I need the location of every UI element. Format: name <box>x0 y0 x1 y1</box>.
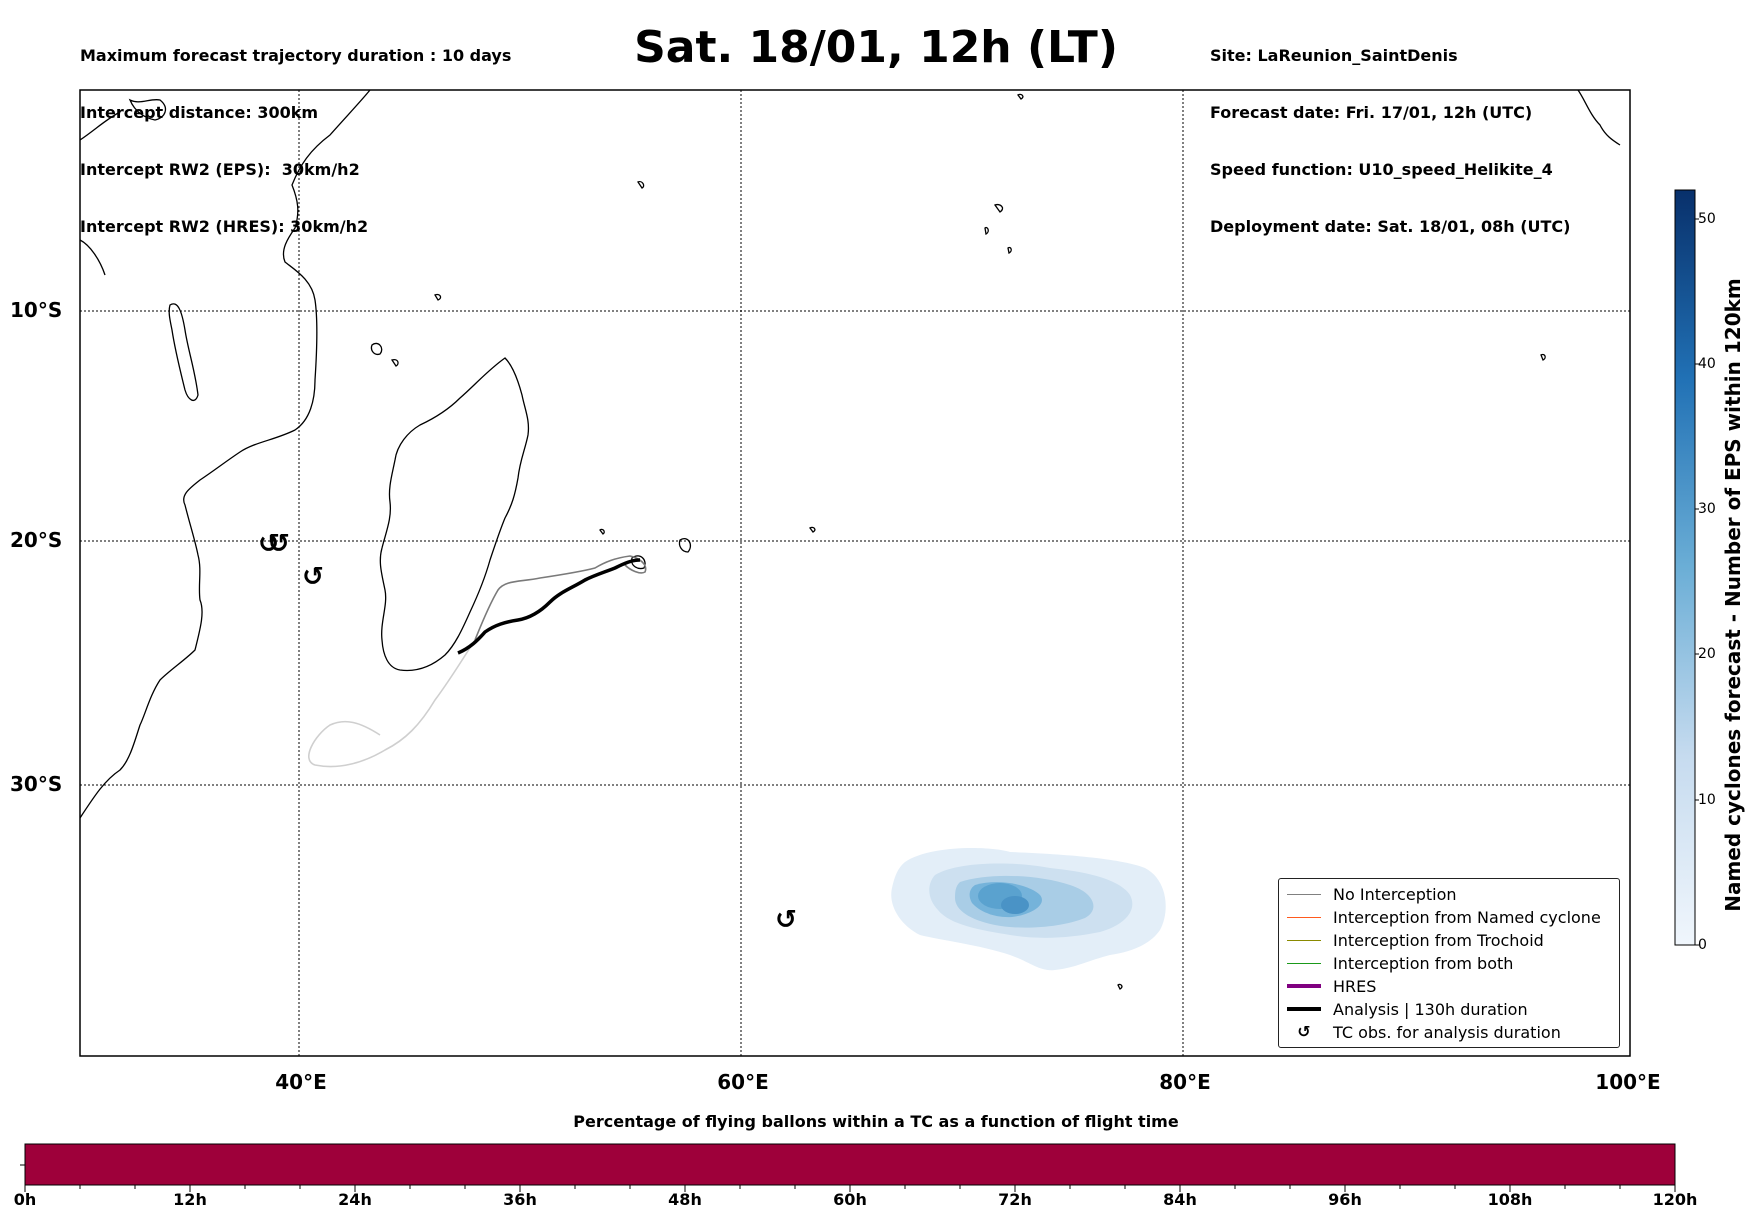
colorbar-horizontal-title: Percentage of flying ballons within a TC… <box>573 1112 1179 1131</box>
lon-label-40e: 40°E <box>275 1070 327 1094</box>
colorbar-horizontal-tick-label: 108h <box>1487 1190 1533 1209</box>
colorbar-horizontal-tick-label: 12h <box>173 1190 207 1209</box>
coastlines <box>80 90 1621 990</box>
colorbar-horizontal-tick-label: 84h <box>1163 1190 1197 1209</box>
colorbar-horizontal-tick-label: 0h <box>13 1190 37 1209</box>
info-intercept-distance: Intercept distance: 300km <box>80 103 319 122</box>
trajectories <box>308 555 647 768</box>
tc-obs-symbols: ↺ ↺ ↺ ↺ <box>258 529 797 935</box>
no-interception-trajectory <box>474 555 647 641</box>
colorbar-horizontal-tick-label: 96h <box>1328 1190 1362 1209</box>
info-deployment-date: Deployment date: Sat. 18/01, 08h (UTC) <box>1210 217 1571 236</box>
eps-density-field <box>891 848 1166 971</box>
colorbar-horizontal-ticks <box>24 1185 1676 1192</box>
colorbar-vertical-label: Named cyclones forecast - Number of EPS … <box>1721 278 1745 912</box>
colorbar-horizontal <box>24 1143 1676 1186</box>
graticule <box>80 90 1630 1056</box>
lat-label-30s: 30°S <box>10 772 63 796</box>
colorbar-vertical-ticks <box>1695 218 1699 946</box>
tc-obs-icon: ↺ <box>268 529 290 559</box>
legend-item: ↺ TC obs. for analysis duration <box>1285 1021 1561 1043</box>
legend-item: Analysis | 130h duration <box>1285 998 1528 1020</box>
legend-item: Interception from Named cyclone <box>1285 906 1601 928</box>
info-site: Site: LaReunion_SaintDenis <box>1210 46 1458 65</box>
lon-label-60e: 60°E <box>717 1070 769 1094</box>
info-max-duration: Maximum forecast trajectory duration : 1… <box>80 46 512 65</box>
lat-label-10s: 10°S <box>10 298 63 322</box>
legend-label: Interception from both <box>1333 953 1514 973</box>
legend-label: HRES <box>1333 976 1377 996</box>
tc-obs-icon: ↺ <box>258 529 280 559</box>
legend-label: TC obs. for analysis duration <box>1333 1022 1561 1042</box>
legend-item: Interception from Trochoid <box>1285 929 1544 951</box>
legend-label: Interception from Trochoid <box>1333 930 1544 950</box>
eps-trajectory-faint <box>308 639 476 768</box>
tc-obs-icon: ↺ <box>775 905 797 935</box>
colorbar-tick-label: 10 <box>1698 792 1716 808</box>
colorbar-horizontal-tick-label: 120h <box>1652 1190 1698 1209</box>
info-intercept-hres: Intercept RW2 (HRES): 30km/h2 <box>80 217 369 236</box>
colorbar-tick-label: 50 <box>1698 211 1716 227</box>
header-left: Maximum forecast trajectory duration : 1… <box>80 8 511 255</box>
lon-label-80e: 80°E <box>1159 1070 1211 1094</box>
legend-item: No Interception <box>1285 883 1457 905</box>
colorbar-vertical <box>1674 189 1696 946</box>
colorbar-horizontal-tick-label: 60h <box>833 1190 867 1209</box>
colorbar-horizontal-tick-label: 24h <box>338 1190 372 1209</box>
legend-label: No Interception <box>1333 884 1457 904</box>
colorbar-tick-label: 20 <box>1698 646 1716 662</box>
legend-item: HRES <box>1285 975 1376 997</box>
analysis-trajectory <box>457 558 641 655</box>
colorbar-tick-label: 40 <box>1698 356 1716 372</box>
lon-label-100e: 100°E <box>1595 1070 1661 1094</box>
info-forecast-date: Forecast date: Fri. 17/01, 12h (UTC) <box>1210 103 1533 122</box>
page-title: Sat. 18/01, 12h (LT) <box>634 22 1118 73</box>
header-right: Site: LaReunion_SaintDenis Forecast date… <box>1210 8 1570 255</box>
tc-obs-icon: ↺ <box>1297 1022 1311 1041</box>
legend-item: Interception from both <box>1285 952 1513 974</box>
colorbar-tick-label: 30 <box>1698 501 1716 517</box>
colorbar-horizontal-tick-label: 72h <box>998 1190 1032 1209</box>
legend-label: Interception from Named cyclone <box>1333 907 1601 927</box>
legend: No Interception Interception from Named … <box>1278 878 1620 1048</box>
colorbar-tick-label: 0 <box>1698 937 1707 953</box>
map-frame <box>79 89 1631 1057</box>
info-speed-function: Speed function: U10_speed_Helikite_4 <box>1210 160 1553 179</box>
tc-obs-icon: ↺ <box>302 562 324 592</box>
colorbar-horizontal-tick-label: 36h <box>503 1190 537 1209</box>
legend-label: Analysis | 130h duration <box>1333 999 1528 1019</box>
lat-label-20s: 20°S <box>10 528 63 552</box>
colorbar-horizontal-tick-label: 48h <box>668 1190 702 1209</box>
info-intercept-eps: Intercept RW2 (EPS): 30km/h2 <box>80 160 360 179</box>
